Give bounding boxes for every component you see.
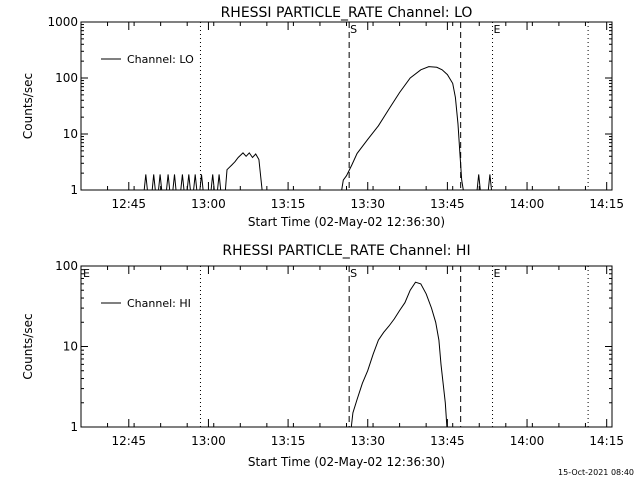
series-line [210, 174, 215, 191]
legend-label: Channel: LO [127, 53, 194, 66]
series-line [166, 174, 171, 191]
corner-label: E [83, 267, 90, 280]
marker-label: E [494, 267, 501, 280]
y-tick-label: 100 [55, 71, 78, 85]
series-line [158, 174, 163, 191]
x-tick-label: 13:00 [191, 197, 226, 211]
series-line [180, 174, 185, 191]
series-line [487, 174, 492, 191]
series-line [143, 174, 148, 191]
y-tick-label: 10 [63, 127, 78, 141]
x-tick-label: 12:45 [111, 197, 146, 211]
x-tick-label: 13:30 [350, 197, 385, 211]
series-line [224, 152, 263, 191]
y-tick-label: 100 [55, 259, 78, 273]
x-tick-label: 13:00 [191, 434, 226, 448]
x-tick-label: 13:45 [430, 434, 465, 448]
series-line [172, 174, 177, 191]
plot-frame [80, 265, 613, 428]
x-tick-label: 14:00 [510, 197, 545, 211]
series-line [193, 174, 198, 191]
y-tick-label: 1 [70, 420, 78, 434]
panel-hi: RHESSI PARTICLE_RATE Channel: HI 1 10 100 Co… [21, 243, 624, 469]
y-axis-label: Counts/sec [21, 73, 35, 139]
chart-title: RHESSI PARTICLE_RATE Channel: LO [221, 5, 473, 21]
x-axis-label: Start Time (02-May-02 12:36:30) [248, 215, 445, 229]
x-tick-label: 12:45 [111, 434, 146, 448]
chart-title: RHESSI PARTICLE_RATE Channel: HI [222, 243, 470, 259]
plot-frame [80, 21, 613, 191]
series-line [186, 174, 191, 191]
series-line [350, 281, 448, 428]
x-tick-label: 13:45 [430, 197, 465, 211]
marker-label: E [494, 23, 501, 36]
series-line [217, 174, 222, 191]
y-axis-label: Counts/sec [21, 313, 35, 379]
series-line [341, 66, 464, 191]
x-axis-label: Start Time (02-May-02 12:36:30) [248, 455, 445, 469]
y-tick-label: 1 [70, 183, 78, 197]
series-line [199, 174, 204, 191]
series-line [151, 174, 156, 191]
marker-label: S [350, 23, 357, 36]
panel-lo: RHESSI PARTICLE_RATE Channel: LO 1 10 100 10… [21, 5, 624, 229]
x-tick-label: 14:15 [589, 434, 624, 448]
y-tick-label: 10 [63, 340, 78, 354]
marker-label: S [350, 267, 357, 280]
x-tick-label: 13:30 [350, 434, 385, 448]
x-tick-label: 14:00 [510, 434, 545, 448]
legend-label: Channel: HI [127, 297, 191, 310]
x-tick-label: 14:15 [589, 197, 624, 211]
footer-timestamp: 15-Oct-2021 08:40 [558, 468, 634, 477]
y-tick-label: 1000 [47, 15, 78, 29]
series-line [476, 174, 481, 191]
x-tick-label: 13:15 [271, 434, 306, 448]
x-tick-label: 13:15 [271, 197, 306, 211]
